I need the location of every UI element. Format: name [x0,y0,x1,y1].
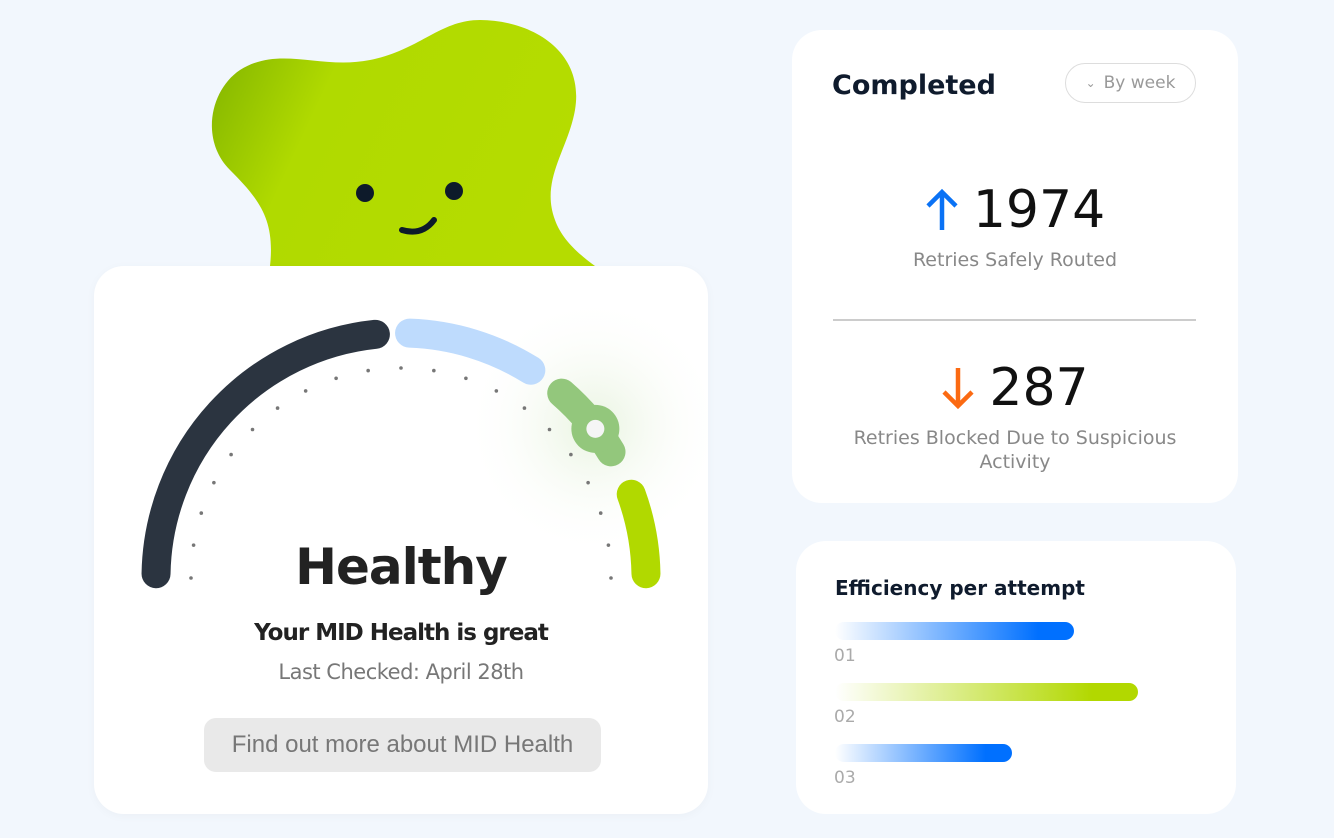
gauge-tick [366,368,370,373]
gauge-tick [569,452,573,457]
find-out-more-button[interactable]: Find out more about MID Health [204,718,601,772]
gauge-tick [334,376,338,381]
gauge-tick [399,366,403,370]
gauge-tick [432,368,436,373]
gauge-segment-dark [141,319,390,589]
gauge-tick [199,511,204,515]
gauge-tick [250,427,255,432]
gauge-segment-light-blue [395,318,546,385]
completed-title: Completed [832,70,996,101]
gauge-tick [191,543,196,547]
health-subtitle: Your MID Health is great [254,620,549,646]
efficiency-bar-label: 01 [834,646,856,666]
gauge-tick [303,389,308,393]
mascot-blob [211,20,595,266]
routed-value: 1974 [972,180,1106,240]
gauge-tick [609,576,613,580]
efficiency-card: Efficiency per attempt 01 02 03 [796,541,1236,814]
routed-stat: 1974 Retries Safely Routed [792,180,1238,272]
gauge-tick [522,406,527,410]
gauge-tick [212,480,216,485]
gauge-segment-lime [616,479,661,589]
gauge-tick [547,427,552,432]
health-status: Healthy [295,538,508,596]
efficiency-bar [835,683,1138,701]
efficiency-bar [835,744,1013,762]
chevron-down-icon: ⌄ [1085,76,1096,90]
divider [833,319,1196,321]
health-card: Healthy Your MID Health is great Last Ch… [94,266,708,814]
blocked-value: 287 [989,358,1089,418]
gauge-tick [275,406,280,410]
completed-card: Completed ⌄ By week 1974 Retries Safely R… [792,30,1238,503]
gauge-tick [606,543,611,547]
period-value: By week [1103,73,1176,93]
arrow-down-icon [942,368,974,410]
gauge-tick [464,376,468,381]
period-dropdown[interactable]: ⌄ By week [1065,63,1196,103]
last-checked: Last Checked: April 28th [278,660,524,684]
gauge-tick [494,389,499,393]
gauge-tick [586,480,590,485]
health-gauge [141,296,708,589]
efficiency-bar-label: 02 [834,707,856,727]
arrow-up-icon [926,188,958,230]
blocked-stat: 287 Retries Blocked Due to Suspicious Ac… [792,358,1238,474]
gauge-tick [189,576,193,580]
gauge-tick [229,452,233,457]
routed-label: Retries Safely Routed [912,249,1118,271]
efficiency-bar-label: 03 [834,768,856,788]
efficiency-bar [835,622,1074,640]
blocked-label: Retries Blocked Due to Suspicious Activi… [853,427,1177,473]
gauge-tick [598,511,603,515]
gauge-knob-center [586,419,605,438]
efficiency-title: Efficiency per attempt [835,576,1085,600]
